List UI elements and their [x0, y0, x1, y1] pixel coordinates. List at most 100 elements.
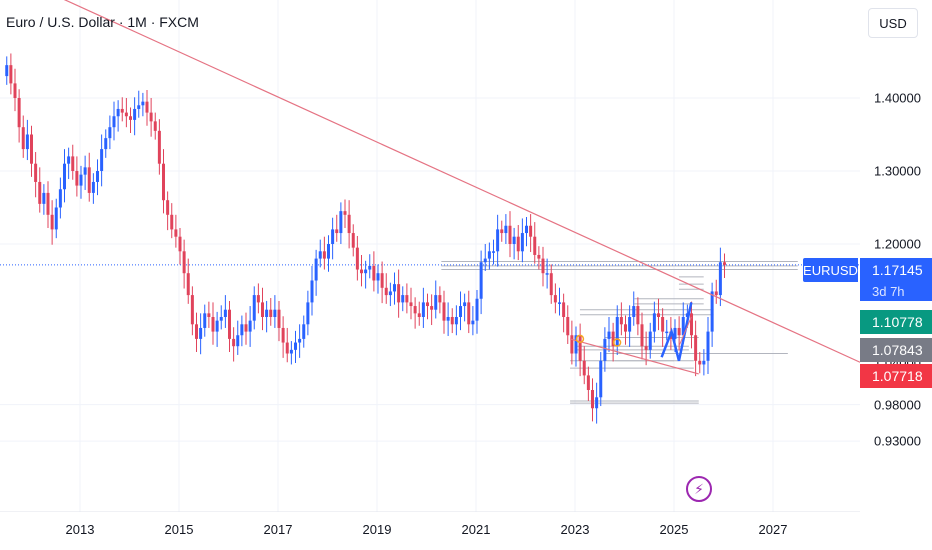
y-tick-1: 1.30000 — [874, 163, 921, 179]
candle-body-82 — [343, 211, 347, 215]
candle-body-145 — [603, 338, 607, 361]
candle-body-38 — [162, 163, 165, 201]
candle-body-144 — [599, 360, 603, 398]
drawings — [63, 0, 860, 375]
candle-body-146 — [607, 331, 611, 339]
candle-body-28 — [120, 108, 124, 113]
candle-body-18 — [79, 174, 83, 186]
candle-body-70 — [294, 342, 297, 350]
candle-body-164 — [681, 317, 685, 336]
candle-body-67 — [281, 327, 285, 343]
candle-body-135 — [562, 302, 566, 317]
candle-body-5 — [25, 134, 29, 150]
candle-body-134 — [558, 302, 561, 304]
candle-body-12 — [54, 207, 58, 230]
candle-body-17 — [75, 171, 79, 186]
swing-marker-0 — [575, 334, 585, 344]
candle-body-56 — [236, 335, 240, 347]
x-tick-3: 2019 — [362, 522, 392, 537]
candle-body-51 — [215, 320, 219, 332]
candle-body-8 — [38, 181, 42, 204]
x-tick-0: 2013 — [65, 522, 95, 537]
candle-body-88 — [368, 265, 372, 270]
candle-body-39 — [166, 200, 170, 215]
candle-body-122 — [508, 225, 512, 244]
candle-body-41 — [174, 229, 178, 237]
downtrend-line — [63, 0, 860, 363]
candle-body-97 — [405, 295, 409, 303]
y-tick-3: 0.98000 — [874, 397, 921, 413]
price-chart[interactable] — [0, 0, 860, 512]
candle-body-58 — [244, 324, 248, 332]
candle-body-0 — [5, 65, 9, 77]
candle-body-21 — [91, 181, 95, 193]
candle-body-158 — [657, 313, 660, 317]
candle-body-19 — [83, 167, 87, 175]
x-tick-7: 2027 — [758, 522, 788, 537]
candle-body-69 — [289, 349, 293, 354]
candle-body-89 — [372, 265, 376, 281]
candle-body-84 — [351, 233, 355, 248]
candle-body-50 — [211, 317, 215, 332]
candle-body-118 — [492, 251, 495, 253]
candle-body-71 — [298, 338, 302, 343]
candle-body-44 — [186, 273, 190, 296]
candle-body-98 — [409, 302, 413, 307]
candle-body-37 — [157, 130, 161, 164]
candle-body-171 — [710, 291, 714, 332]
candle-body-6 — [30, 134, 33, 164]
candle-body-59 — [248, 320, 252, 332]
candle-body-127 — [529, 225, 533, 237]
candle-body-139 — [578, 335, 582, 361]
candle-body-25 — [108, 127, 112, 139]
x-tick-5: 2023 — [560, 522, 590, 537]
candle-body-126 — [525, 225, 528, 234]
candle-body-172 — [714, 291, 718, 296]
candle-body-163 — [677, 327, 681, 336]
candle-body-23 — [100, 149, 104, 171]
candle-body-149 — [619, 317, 623, 325]
candle-body-115 — [479, 262, 483, 299]
currency-button[interactable]: USD — [868, 8, 918, 38]
candle-body-119 — [496, 229, 500, 252]
bar-countdown: 3d 7h — [860, 281, 932, 301]
candle-body-1 — [9, 65, 13, 84]
candle-body-42 — [178, 236, 182, 252]
candle-body-173 — [718, 262, 722, 296]
last-price-tag: 1.17145 — [860, 258, 932, 282]
arrow-line — [678, 316, 692, 347]
support-resistance-lines — [0, 261, 860, 404]
candle-body-7 — [34, 163, 38, 182]
candle-body-132 — [549, 273, 553, 296]
candle-body-31 — [133, 108, 137, 120]
candle-body-13 — [58, 189, 62, 208]
candle-body-35 — [149, 112, 153, 122]
candle-body-150 — [624, 324, 627, 332]
candle-body-24 — [104, 138, 108, 150]
candle-body-155 — [644, 346, 648, 350]
lightning-icon[interactable]: ⚡ — [686, 476, 712, 502]
candle-body-68 — [285, 342, 289, 354]
y-tick-2: 1.20000 — [874, 236, 921, 252]
candle-body-133 — [553, 295, 557, 303]
price-tag-green: 1.10778 — [860, 310, 932, 334]
candle-body-90 — [376, 273, 380, 281]
candle-body-104 — [434, 295, 438, 310]
candle-body-138 — [574, 335, 578, 354]
candle-body-83 — [347, 214, 351, 234]
candle-body-166 — [690, 313, 693, 336]
candle-body-48 — [203, 313, 207, 328]
price-tag-red: 1.07718 — [860, 364, 932, 388]
candle-body-94 — [393, 284, 396, 292]
candle-body-15 — [67, 156, 71, 164]
candle-body-106 — [442, 302, 446, 321]
candle-body-9 — [42, 192, 46, 204]
candle-body-2 — [13, 83, 17, 98]
swing-marker-1 — [612, 338, 622, 347]
candle-body-151 — [628, 317, 632, 332]
x-tick-6: 2025 — [659, 522, 689, 537]
candle-body-162 — [673, 327, 677, 339]
candle-body-130 — [541, 258, 545, 274]
candle-body-137 — [570, 335, 574, 354]
y-tick-0: 1.40000 — [874, 90, 921, 106]
